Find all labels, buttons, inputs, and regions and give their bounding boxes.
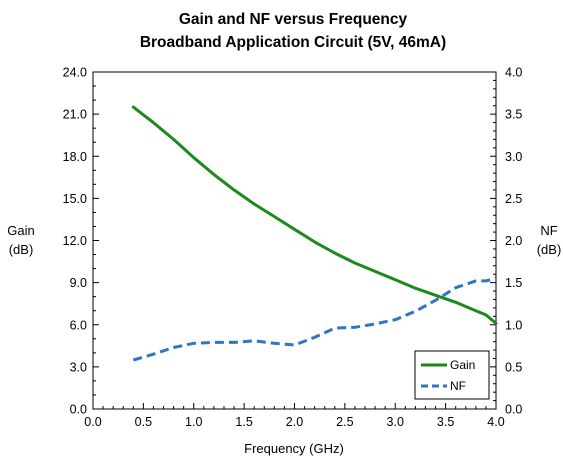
y-right-label-line1: NF — [540, 223, 557, 238]
y-right-tick-label: 2.0 — [505, 234, 522, 248]
y-left-tick-label: 6.0 — [70, 318, 87, 332]
x-tick-label: 3.0 — [387, 415, 404, 429]
y-right-tick-label: 0.5 — [505, 360, 522, 374]
y-axis-right: 0.0 0.5 1.0 1.5 2.0 2.5 3.0 3.5 4.0 — [490, 66, 522, 417]
y-left-tick-label: 0.0 — [70, 403, 87, 417]
legend-label-gain: Gain — [450, 358, 475, 372]
legend-box — [414, 350, 490, 400]
y-right-tick-label: 4.0 — [505, 66, 522, 80]
x-tick-label: 2.0 — [286, 415, 303, 429]
chart-subtitle: Broadband Application Circuit (5V, 46mA) — [140, 34, 446, 51]
x-tick-label: 1.0 — [185, 415, 202, 429]
y-left-tick-label: 24.0 — [63, 66, 87, 80]
y-left-tick-label: 18.0 — [63, 150, 87, 164]
y-left-tick-label: 3.0 — [70, 360, 87, 374]
x-tick-label: 0.0 — [84, 415, 101, 429]
x-tick-label: 1.5 — [235, 415, 252, 429]
y-axis-left: 0.0 3.0 6.0 9.0 12.0 15.0 18.0 21.0 24.0 — [63, 66, 99, 417]
legend: Gain NF — [414, 350, 490, 400]
series-line-nf — [132, 276, 497, 362]
x-tick-label: 0.5 — [135, 415, 152, 429]
series-line-gain — [131, 105, 498, 325]
y-left-tick-label: 15.0 — [63, 192, 87, 206]
y-right-tick-label: 2.5 — [505, 192, 522, 206]
y-left-tick-label: 9.0 — [70, 276, 87, 290]
y-right-tick-label: 1.0 — [505, 318, 522, 332]
y-left-label-line2: (dB) — [9, 242, 34, 257]
x-tick-label: 3.5 — [437, 415, 454, 429]
y-left-tick-label: 12.0 — [63, 234, 87, 248]
x-axis: 0.0 0.5 1.0 1.5 2.0 2.5 3.0 3.5 4.0 — [84, 403, 505, 429]
x-tick-label: 2.5 — [336, 415, 353, 429]
y-left-tick-label: 21.0 — [63, 108, 87, 122]
y-right-tick-label: 3.5 — [505, 108, 522, 122]
y-right-label-line2: (dB) — [537, 242, 562, 257]
x-axis-label: Frequency (GHz) — [244, 441, 344, 456]
y-right-tick-label: 3.0 — [505, 150, 522, 164]
x-tick-label: 4.0 — [487, 415, 504, 429]
chart-title: Gain and NF versus Frequency — [179, 11, 408, 28]
y-left-label-line1: Gain — [7, 223, 34, 238]
y-right-tick-label: 0.0 — [505, 403, 522, 417]
series-layer — [131, 105, 498, 362]
y-right-tick-label: 1.5 — [505, 276, 522, 290]
legend-label-nf: NF — [450, 379, 466, 393]
